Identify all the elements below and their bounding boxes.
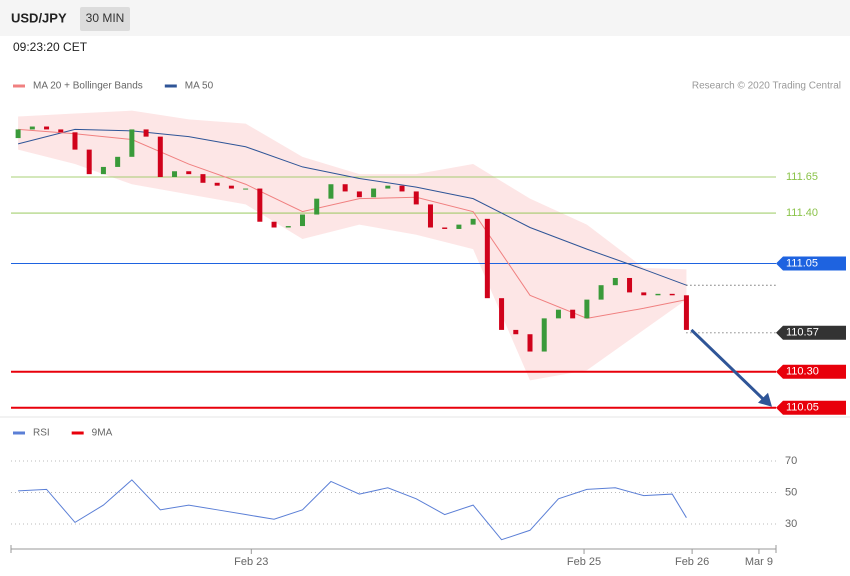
candle — [228, 185, 234, 189]
candle — [371, 188, 377, 198]
forecast-arrow — [690, 328, 768, 403]
level-tag — [776, 364, 846, 379]
level-label: 110.57 — [786, 327, 819, 339]
candle — [129, 129, 135, 157]
x-tick-label: Feb 23 — [234, 556, 268, 568]
level-tag — [776, 400, 846, 415]
level-tag — [776, 325, 846, 340]
candle — [15, 129, 21, 139]
candle — [29, 126, 35, 130]
header-bar — [0, 0, 850, 36]
candle — [342, 184, 348, 192]
candle — [641, 292, 647, 296]
candle — [172, 171, 178, 178]
candle — [683, 295, 689, 330]
candle — [499, 298, 505, 330]
symbol: USD/JPY — [11, 10, 67, 25]
candle — [612, 277, 618, 286]
x-tick-label: Mar 9 — [745, 556, 773, 568]
rsi-tick-label: 30 — [785, 518, 797, 530]
candle — [470, 218, 476, 225]
candle — [356, 191, 362, 198]
candle — [58, 129, 64, 133]
candle — [285, 226, 291, 228]
candle — [44, 126, 50, 130]
level-label: 111.40 — [786, 207, 818, 219]
interval: 30 MIN — [86, 11, 125, 25]
candle — [627, 277, 633, 293]
candle — [314, 198, 320, 215]
candle — [271, 221, 277, 228]
candle — [186, 171, 192, 175]
candle — [584, 299, 590, 319]
level-label: 111.65 — [786, 171, 818, 183]
candle — [257, 188, 263, 222]
bollinger-band — [18, 110, 687, 381]
level-label: 111.05 — [786, 257, 818, 269]
candle — [570, 309, 576, 319]
candle — [427, 204, 433, 228]
candle — [413, 191, 419, 205]
candle — [214, 182, 220, 186]
candle — [100, 166, 106, 175]
level-tag — [776, 256, 846, 271]
legend-label: MA 20 + Bollinger Bands — [33, 81, 143, 92]
candle — [541, 318, 547, 352]
candle — [456, 224, 462, 229]
candle — [442, 227, 448, 229]
candle — [598, 285, 604, 300]
candle — [157, 136, 163, 178]
candle — [385, 185, 391, 189]
candle — [243, 188, 249, 190]
candle — [200, 174, 206, 183]
candle — [655, 293, 661, 296]
level-label: 110.30 — [786, 366, 819, 378]
candle — [513, 329, 519, 335]
candle — [484, 218, 490, 299]
candle — [399, 185, 405, 192]
x-tick-label: Feb 25 — [567, 556, 601, 568]
x-tick-label: Feb 26 — [675, 556, 709, 568]
candle — [143, 129, 149, 137]
rsi-tick-label: 50 — [785, 486, 797, 498]
rsi-tick-label: 70 — [785, 455, 797, 467]
candle — [86, 149, 92, 175]
legend-label: RSI — [33, 428, 50, 439]
candle — [555, 309, 561, 319]
candle — [527, 334, 533, 352]
level-label: 110.05 — [786, 402, 819, 414]
rsi-line — [18, 479, 687, 541]
candle — [115, 156, 121, 167]
credit: Research © 2020 Trading Central — [692, 81, 841, 92]
interval-badge — [80, 7, 130, 31]
timestamp: 09:23:20 CET — [13, 40, 88, 54]
candle — [328, 184, 334, 199]
legend-label: MA 50 — [185, 81, 214, 92]
candle — [299, 214, 305, 227]
forecast-arrowhead — [758, 392, 772, 407]
candle — [669, 293, 675, 296]
legend-label: 9MA — [92, 428, 113, 439]
candle — [72, 132, 78, 150]
